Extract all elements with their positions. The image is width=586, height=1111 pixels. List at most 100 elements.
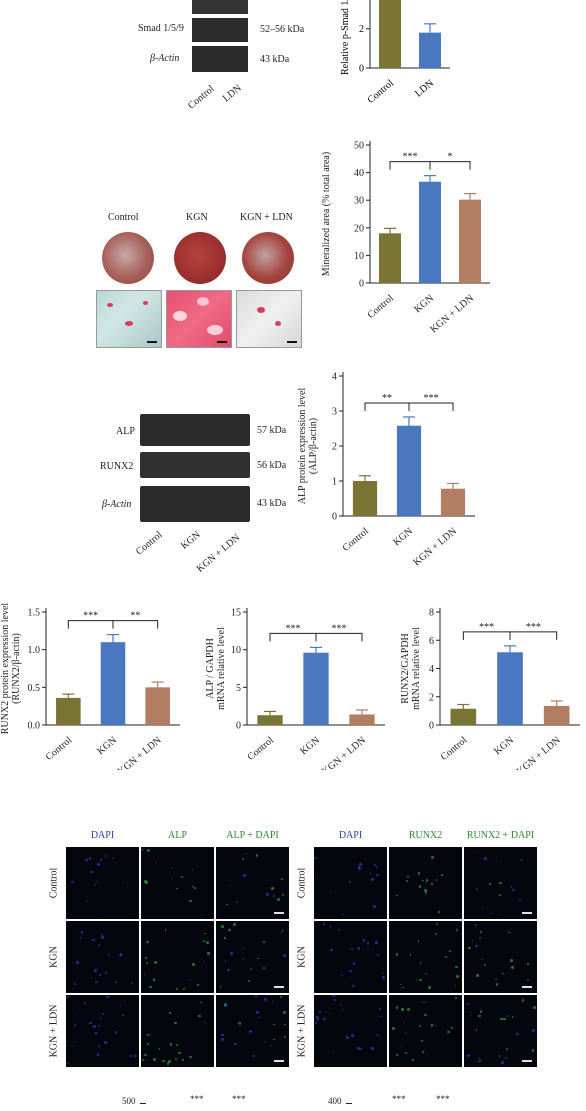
y-tick-label: 40 — [354, 168, 364, 179]
x-tick-label: Control — [44, 735, 75, 763]
significance-bracket — [429, 161, 471, 170]
y-tick-label: 15 — [231, 608, 241, 619]
fluorescence-tile — [389, 995, 462, 1067]
blot-band-alp — [140, 414, 250, 446]
y-tick-label: 30 — [354, 196, 364, 207]
bar — [56, 697, 81, 725]
axis-tick: 400 — [328, 1096, 342, 1106]
bar — [440, 488, 466, 516]
y-tick-label: 1 — [332, 477, 337, 488]
significance-label: *** — [286, 623, 301, 634]
fluorescence-tile — [389, 847, 462, 919]
bar — [100, 642, 126, 725]
y-axis-label: RUNX2 protein expression level — [0, 603, 11, 735]
x-tick-label: KGN + LDN — [428, 293, 476, 335]
panel-b-plates: Control KGN KGN + LDN — [90, 210, 310, 350]
y-tick-label: 0 — [359, 279, 364, 290]
fluorescence-tile — [66, 847, 139, 919]
x-tick-label: KGN + LDN — [515, 735, 563, 770]
axis-tick: 500 — [122, 1096, 136, 1106]
x-tick-label: KGN — [95, 735, 119, 757]
fluorescence-tile — [216, 847, 289, 919]
micrograph-kgn-ldn — [236, 290, 302, 348]
significance-bracket — [315, 632, 363, 642]
blot-band-actin — [192, 46, 248, 72]
x-tick-label: KGN + LDN — [320, 735, 368, 770]
panel-d-chart-runx2-mrna: 0 2 4 6 8 Control KGN KGN + LDN *** *** RUNX2/GAPD… — [400, 608, 580, 770]
y-tick-label: 0 — [332, 512, 337, 523]
x-tick-label: Control — [245, 735, 276, 763]
row-label: Control — [48, 867, 60, 899]
fluorescence-tile — [389, 921, 462, 993]
x-tick-label: KGN + LDN — [411, 526, 459, 568]
fluorescence-tile — [66, 995, 139, 1067]
y-tick-label: 1.5 — [28, 608, 41, 619]
bar — [303, 652, 329, 725]
band-label: β-Actin — [102, 499, 132, 510]
bar — [419, 181, 441, 283]
significance-label: ** — [382, 393, 392, 404]
fluorescence-tile — [464, 995, 537, 1067]
y-axis-label: (RUNX2/β-actin) — [11, 633, 22, 704]
y-tick-label: 4 — [429, 664, 434, 675]
panel-a-chart: 0 2 Control LDN Relative p-Smad 1/5/9 — [340, 0, 450, 106]
y-tick-label: 2 — [332, 442, 337, 453]
sig-marker: *** — [436, 1094, 450, 1104]
x-tick-label: Control — [340, 526, 371, 554]
significance-bracket — [67, 620, 114, 629]
group-label: KGN — [178, 529, 203, 552]
x-tick-label: KGN — [391, 526, 415, 548]
significance-bracket — [112, 620, 159, 629]
x-tick-label: KGN — [412, 293, 436, 315]
plate-label: Control — [108, 212, 139, 223]
x-tick-label: Control — [365, 78, 396, 106]
panel-e-immunofluorescence: DAPI ALP ALP + DAPI Control KGN KGN + LDN DAPI… — [0, 830, 586, 1080]
fluorescence-tile — [314, 847, 387, 919]
significance-bracket — [509, 631, 558, 640]
blot-band-smad — [192, 18, 248, 42]
significance-bracket — [269, 632, 317, 642]
x-tick-label: KGN — [492, 735, 516, 757]
significance-label: * — [448, 152, 453, 163]
y-tick-label: 0 — [429, 721, 434, 732]
plate-label: KGN + LDN — [240, 212, 293, 223]
micrograph-kgn — [166, 290, 232, 348]
axis-tick-mark — [346, 1103, 352, 1104]
y-axis-label: Mineralized area (% total area) — [321, 152, 332, 276]
blot-band-actin — [140, 486, 250, 522]
y-tick-label: 3 — [332, 407, 337, 418]
row-label: KGN + LDN — [296, 1004, 308, 1058]
band-label: RUNX2 — [100, 461, 134, 472]
panel-c-western-blot: 57 kDa 56 kDa 43 kDa Control KGN KGN + L… — [134, 410, 290, 580]
fluorescence-tile — [141, 847, 214, 919]
y-tick-label: 8 — [429, 608, 434, 619]
x-tick-label: KGN + LDN — [116, 735, 164, 770]
group-label: Control — [186, 83, 217, 112]
fluorescence-tile — [216, 921, 289, 993]
band-label: Smad 1/5/9 — [138, 23, 184, 34]
x-tick-label: LDN — [413, 78, 436, 100]
y-tick-label: 0 — [236, 721, 241, 732]
channel-label: ALP + DAPI — [226, 830, 279, 841]
channel-label: DAPI — [90, 830, 115, 841]
blot-band-top-cropped — [192, 0, 248, 14]
y-tick-label: 20 — [354, 223, 364, 234]
significance-label: *** — [424, 393, 439, 404]
axis-tick-mark — [140, 1103, 146, 1104]
bar — [352, 481, 378, 516]
channel-label: DAPI — [338, 830, 363, 841]
group-label: LDN — [220, 82, 244, 105]
fluorescence-tile — [464, 921, 537, 993]
band-label: ALP — [116, 426, 135, 437]
y-tick-label: 2 — [429, 692, 434, 703]
bar — [459, 199, 481, 283]
bar — [497, 652, 523, 725]
fluorescence-tile — [314, 921, 387, 993]
fluorescence-tile — [464, 847, 537, 919]
kda-label: 43 kDa — [257, 498, 287, 509]
panel-a-western-blot: 52–56 kDa 43 kDa Control LDN — [186, 0, 320, 130]
sig-marker: *** — [392, 1094, 406, 1104]
